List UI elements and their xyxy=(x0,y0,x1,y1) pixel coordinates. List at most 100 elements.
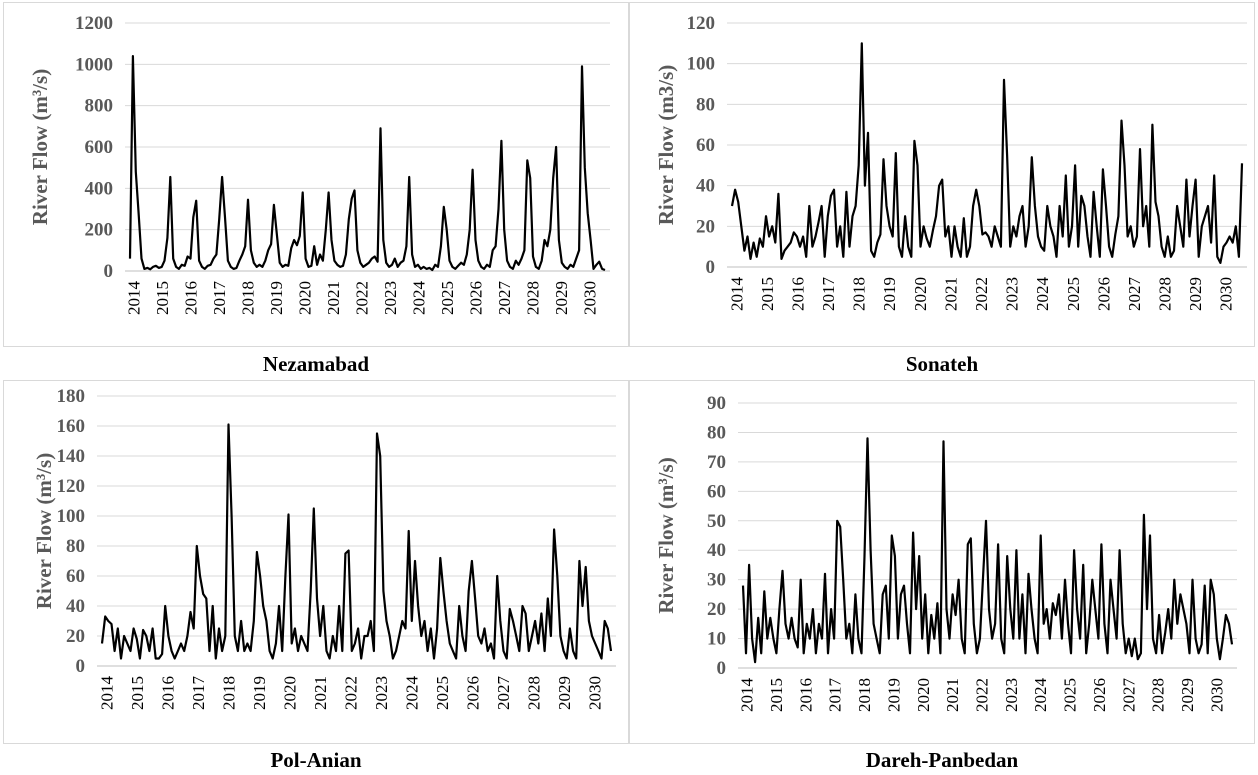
y-tick-label: 20 xyxy=(707,599,726,620)
x-tick-label-2019: 2019 xyxy=(884,678,903,712)
x-tick-label-2029: 2029 xyxy=(1186,277,1205,311)
y-tick-label: 140 xyxy=(57,446,86,467)
x-tick-label-2014: 2014 xyxy=(97,676,116,711)
x-tick-label-2029: 2029 xyxy=(1178,678,1197,712)
y-tick-label: 200 xyxy=(85,220,114,241)
y-tick-label: 20 xyxy=(66,626,85,647)
x-tick-label-2023: 2023 xyxy=(1002,678,1021,712)
x-tick-label-2022: 2022 xyxy=(353,281,372,315)
y-tick-label: 800 xyxy=(85,96,114,117)
x-tick-label-2015: 2015 xyxy=(153,281,172,315)
x-tick-label-2024: 2024 xyxy=(410,281,429,316)
y-tick-label: 0 xyxy=(76,656,86,677)
y-tick-label: 60 xyxy=(696,135,715,156)
x-tick-label-2021: 2021 xyxy=(941,277,960,311)
x-tick-label-2025: 2025 xyxy=(1061,678,1080,712)
chart-panel-dareh-panbedan: 0 10 20 30 40 50 60 70 80 90 River Flow (m³/s) 2014… xyxy=(629,380,1255,744)
x-tick-label-2026: 2026 xyxy=(467,281,486,315)
x-tick-label-2030: 2030 xyxy=(581,281,600,315)
y-tick-label: 40 xyxy=(66,596,85,617)
series-line xyxy=(741,437,1234,664)
chart-sonateh: 0 20 40 60 80 100 120 River Flow (m3/s) 2014 2015… xyxy=(654,13,1247,312)
x-tick-label-2018: 2018 xyxy=(219,676,238,710)
y-tick-label: 120 xyxy=(687,13,716,34)
y-tick-label: 40 xyxy=(696,176,715,197)
chart-caption-pol-anian: Pol-Anian xyxy=(270,748,362,772)
x-tick-label-2017: 2017 xyxy=(826,678,845,713)
y-tick-label: 600 xyxy=(85,137,114,158)
x-tick-label-2023: 2023 xyxy=(381,281,400,315)
x-tick-label-2019: 2019 xyxy=(880,277,899,311)
x-tick-label-2020: 2020 xyxy=(295,281,314,315)
y-tick-label: 20 xyxy=(696,216,715,237)
x-tick-label-2016: 2016 xyxy=(788,277,807,311)
x-tick-label-2029: 2029 xyxy=(552,281,571,315)
x-tick-label-2028: 2028 xyxy=(1156,277,1175,311)
chart-pol-anian: 0 20 40 60 80 100 120 140 160 180 River Flow (m³/s… xyxy=(32,386,616,711)
y-axis-label: River Flow (m3/s) xyxy=(654,65,678,226)
y-tick-label: 80 xyxy=(696,94,715,115)
x-tick-label-2026: 2026 xyxy=(1094,277,1113,311)
x-tick-label-2022: 2022 xyxy=(973,678,992,712)
x-tick-label-2018: 2018 xyxy=(855,678,874,712)
x-tick-label-2016: 2016 xyxy=(181,281,200,315)
x-tick-label-2025: 2025 xyxy=(1064,277,1083,311)
x-tick-label-2028: 2028 xyxy=(524,281,543,315)
x-tick-label-2025: 2025 xyxy=(438,281,457,315)
x-tick-label-2014: 2014 xyxy=(738,678,757,713)
x-tick-label-2028: 2028 xyxy=(1149,678,1168,712)
y-axis-label: River Flow (m³/s) xyxy=(654,457,678,613)
x-tick-label-2024: 2024 xyxy=(403,676,422,711)
x-tick-label-2019: 2019 xyxy=(267,281,286,315)
x-tick-label-2030: 2030 xyxy=(1217,277,1236,311)
y-tick-label: 0 xyxy=(717,658,727,679)
x-tick-label-2015: 2015 xyxy=(767,678,786,712)
x-tick-label-2018: 2018 xyxy=(850,277,869,311)
x-tick-label-2018: 2018 xyxy=(238,281,257,315)
y-tick-label: 60 xyxy=(707,481,726,502)
x-tick-label-2027: 2027 xyxy=(494,676,513,711)
y-tick-label: 120 xyxy=(57,476,86,497)
x-tick-label-2022: 2022 xyxy=(972,277,991,311)
x-tick-label-2026: 2026 xyxy=(1090,678,1109,712)
x-tick-label-2014: 2014 xyxy=(124,281,143,316)
x-tick-label-2021: 2021 xyxy=(943,678,962,712)
x-tick-label-2024: 2024 xyxy=(1033,277,1052,312)
chart-panel-nezamabad: 0 200 400 600 800 1000 1200 River Flow (m³/s) 20… xyxy=(3,2,629,347)
x-tick-label-2014: 2014 xyxy=(727,277,746,312)
series-line xyxy=(128,54,606,272)
x-tick-label-2019: 2019 xyxy=(250,676,269,710)
chart-caption-dareh-panbedan: Dareh-Panbedan xyxy=(865,748,1019,772)
y-axis-label: River Flow (m³/s) xyxy=(32,453,56,609)
y-tick-label: 180 xyxy=(57,386,86,407)
x-tick-label-2015: 2015 xyxy=(128,676,147,710)
x-tick-label-2027: 2027 xyxy=(1119,678,1138,713)
x-tick-label-2024: 2024 xyxy=(1031,678,1050,713)
x-tick-label-2017: 2017 xyxy=(210,281,229,316)
x-tick-label-2027: 2027 xyxy=(1125,277,1144,312)
x-tick-label-2017: 2017 xyxy=(819,277,838,312)
x-tick-label-2023: 2023 xyxy=(372,676,391,710)
x-tick-label-2020: 2020 xyxy=(280,676,299,710)
y-tick-label: 40 xyxy=(707,540,726,561)
y-tick-label: 80 xyxy=(707,422,726,443)
series-line xyxy=(100,423,613,660)
y-tick-label: 100 xyxy=(57,506,86,527)
y-tick-label: 60 xyxy=(66,566,85,587)
x-tick-label-2021: 2021 xyxy=(324,281,343,315)
y-tick-label: 160 xyxy=(57,416,86,437)
x-tick-label-2027: 2027 xyxy=(495,281,514,316)
y-tick-label: 70 xyxy=(707,452,726,473)
x-tick-label-2025: 2025 xyxy=(433,676,452,710)
x-tick-label-2022: 2022 xyxy=(342,676,361,710)
x-tick-label-2015: 2015 xyxy=(758,277,777,311)
chart-panel-pol-anian: 0 20 40 60 80 100 120 140 160 180 River Flow (m³/s… xyxy=(3,380,629,744)
y-tick-label: 1200 xyxy=(75,13,113,34)
x-tick-label-2030: 2030 xyxy=(1207,678,1226,712)
x-tick-label-2030: 2030 xyxy=(586,676,605,710)
x-tick-label-2016: 2016 xyxy=(796,678,815,712)
y-tick-label: 30 xyxy=(707,570,726,591)
y-tick-label: 100 xyxy=(687,54,716,75)
series-line xyxy=(730,42,1244,264)
